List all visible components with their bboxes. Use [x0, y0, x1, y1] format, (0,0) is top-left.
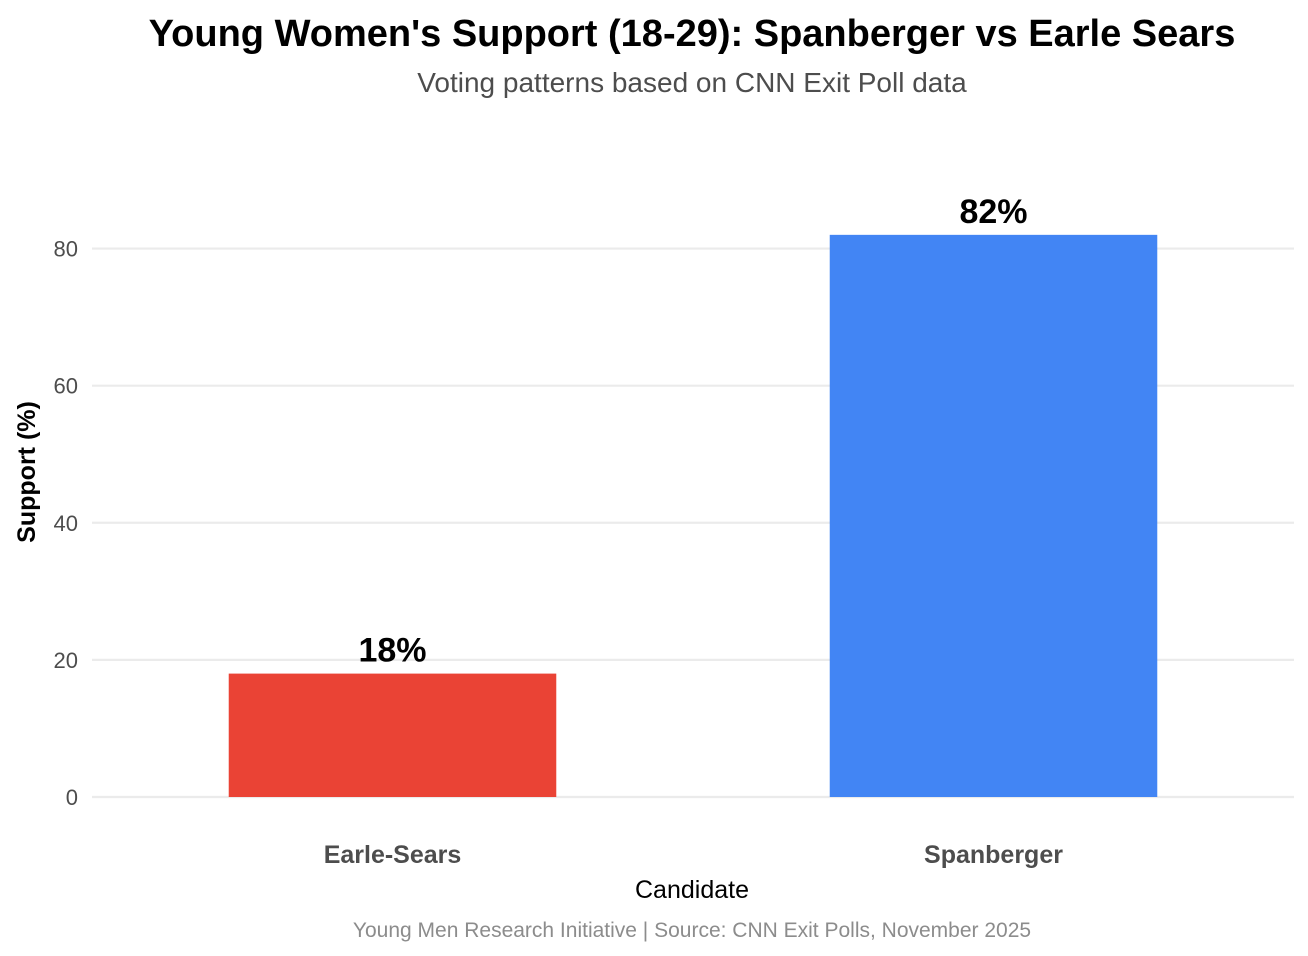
- x-tick-label-spanberger: Spanberger: [924, 841, 1063, 869]
- data-label-earle-sears: 18%: [358, 632, 426, 670]
- y-tick-label-60: 60: [54, 374, 78, 399]
- data-labels: 18% 82%: [358, 193, 1027, 670]
- x-axis-title: Candidate: [635, 876, 749, 904]
- chart-subtitle: Voting patterns based on CNN Exit Poll d…: [417, 67, 967, 98]
- chart-title: Young Women's Support (18-29): Spanberge…: [149, 13, 1236, 55]
- y-tick-label-40: 40: [54, 511, 78, 536]
- chart-caption: Young Men Research Initiative | Source: …: [353, 919, 1031, 942]
- y-axis-ticks: 0 20 40 60 80: [54, 237, 78, 810]
- x-tick-label-earle-sears: Earle-Sears: [324, 841, 462, 869]
- bar-earle-sears: [228, 673, 557, 797]
- bar-spanberger: [829, 234, 1158, 797]
- bars: [228, 234, 1158, 797]
- y-tick-label-0: 0: [66, 785, 78, 810]
- data-label-spanberger: 82%: [959, 193, 1027, 231]
- y-axis-title: Support (%): [13, 401, 41, 543]
- y-tick-label-80: 80: [54, 237, 78, 262]
- x-axis-ticks: Earle-Sears Spanberger: [324, 841, 1064, 869]
- y-tick-label-20: 20: [54, 648, 78, 673]
